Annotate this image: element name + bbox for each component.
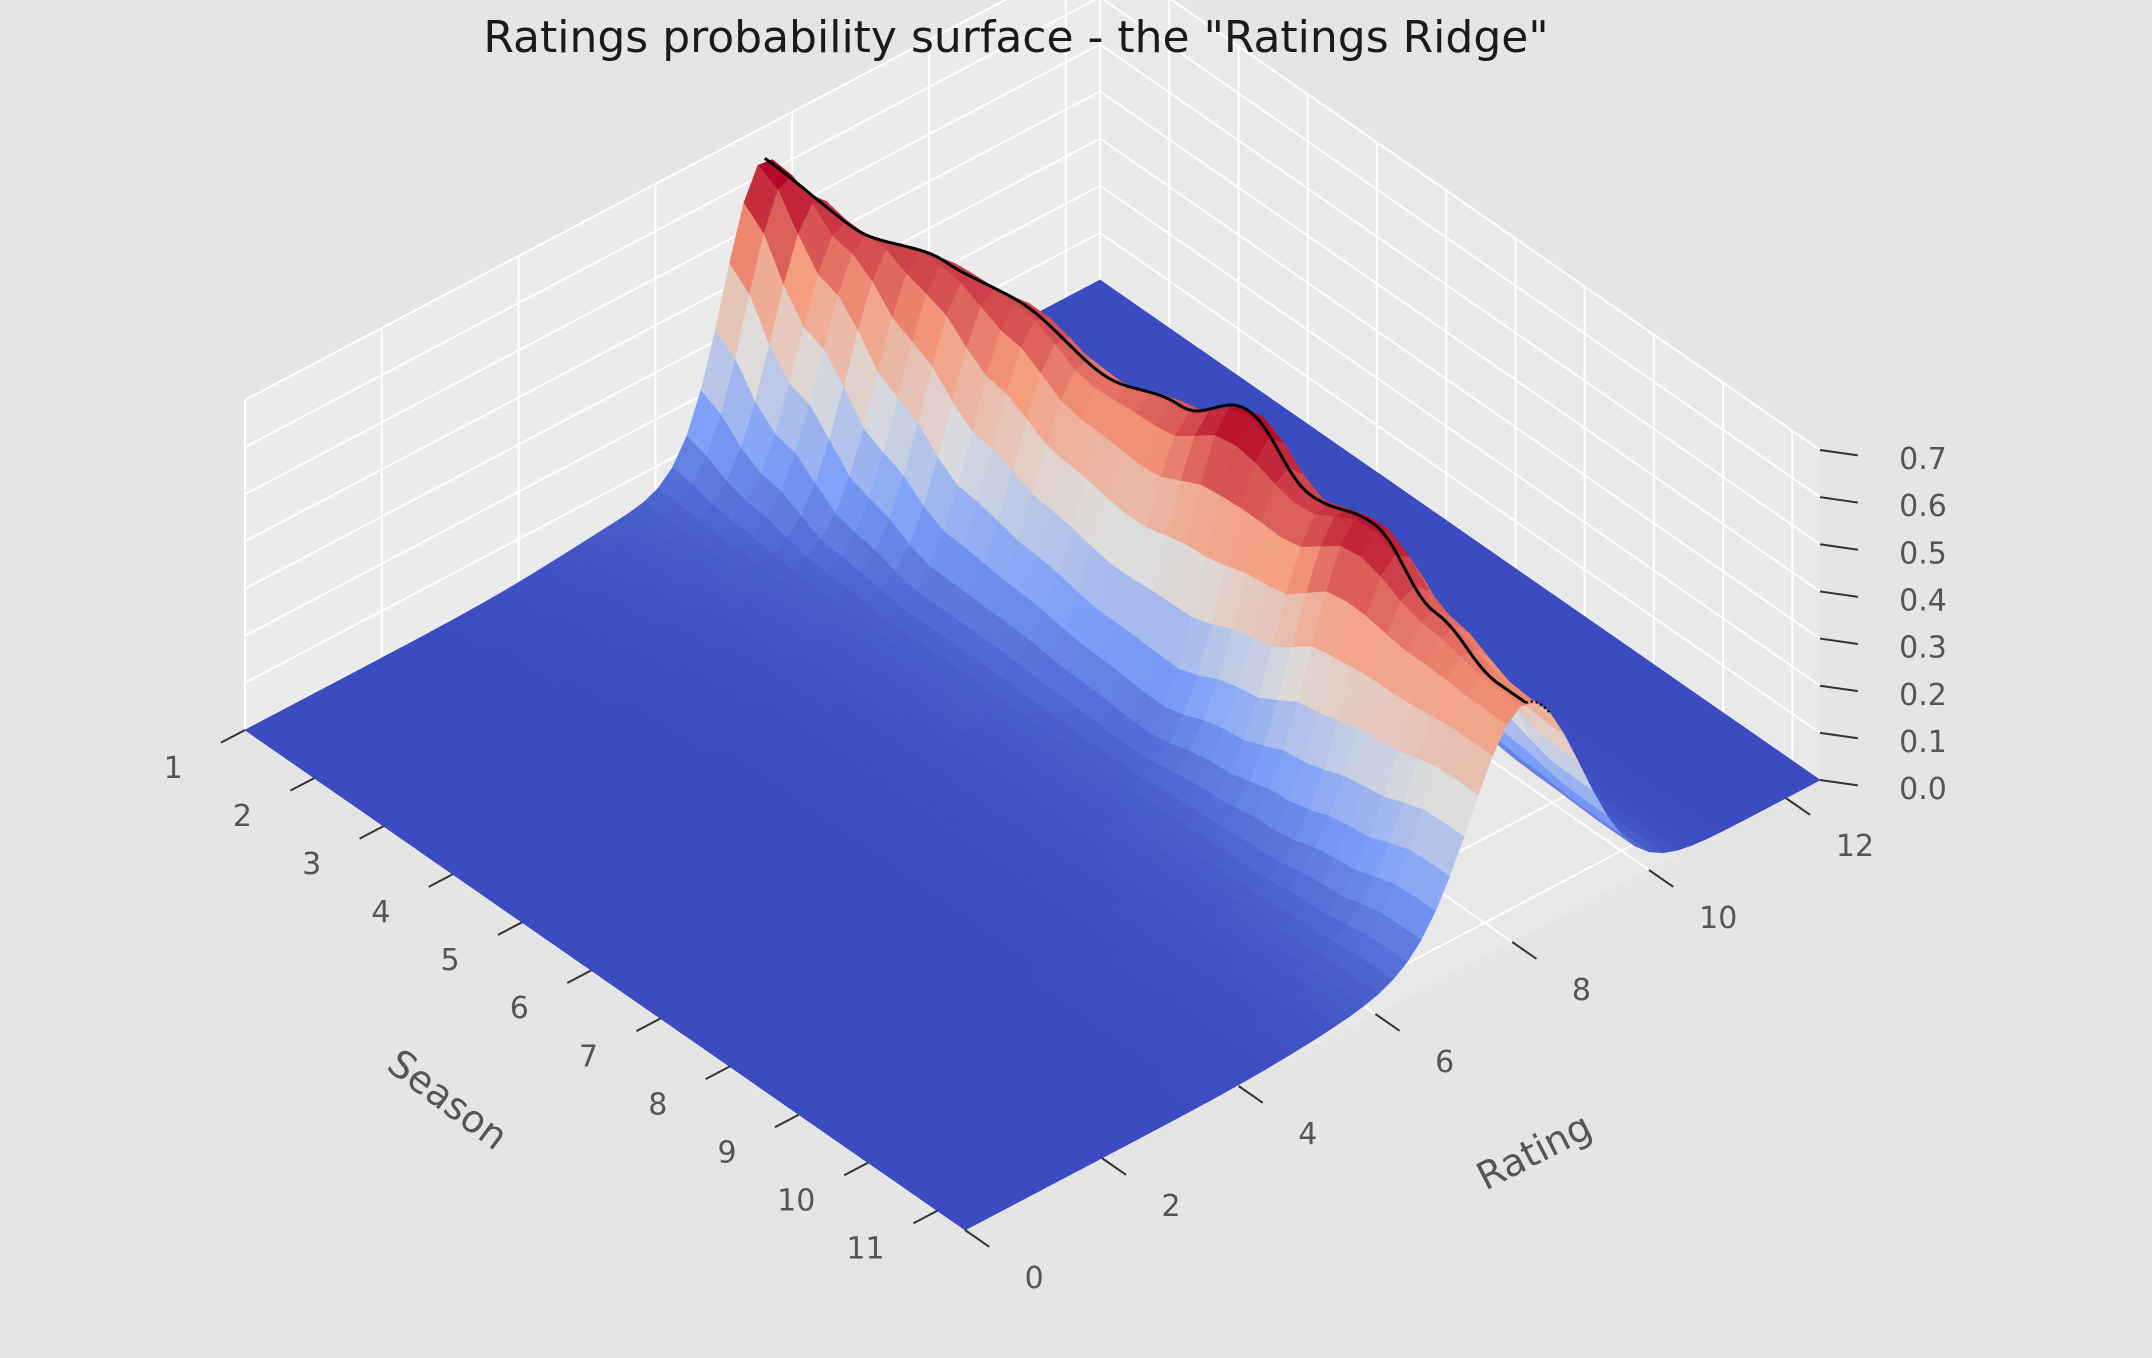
chart-title: Ratings probability surface - the "Ratin… xyxy=(483,12,1548,63)
season-tick-mark xyxy=(705,1065,731,1081)
side-wall-pane xyxy=(1100,0,1820,780)
probability-tick-mark xyxy=(1819,449,1859,457)
rating-tick-mark xyxy=(1238,1085,1264,1104)
probability-tick-mark xyxy=(1819,590,1859,598)
grid-line-probability xyxy=(244,0,1821,451)
season-tick-label: 6 xyxy=(510,991,529,1026)
rating-tick-label: 8 xyxy=(1572,973,1591,1008)
season-tick-mark xyxy=(220,729,246,744)
probability-tick-mark xyxy=(1819,684,1859,693)
season-tick-mark xyxy=(359,825,384,840)
rating-tick-mark xyxy=(1648,869,1674,888)
season-tick-label: 3 xyxy=(302,847,321,882)
season-tick-label: 7 xyxy=(579,1039,598,1074)
probability-tick-mark xyxy=(1819,637,1859,645)
surface-patch xyxy=(944,1208,981,1231)
grid-line-probability xyxy=(244,43,1821,546)
rating-tick-label: 10 xyxy=(1699,901,1737,936)
rating-tick-label: 6 xyxy=(1435,1045,1454,1080)
rating-tick-label: 4 xyxy=(1298,1117,1317,1152)
season-tick-mark xyxy=(635,1017,661,1032)
season-tick-label: 4 xyxy=(371,895,390,930)
season-tick-mark xyxy=(289,777,315,792)
rating-tick-mark xyxy=(1101,1157,1127,1176)
probability-tick-label: 0.5 xyxy=(1899,536,1947,571)
rating-tick-label: 2 xyxy=(1161,1189,1180,1224)
probability-tick-mark xyxy=(1819,731,1859,740)
back-wall-pane xyxy=(245,0,1100,730)
rating-tick-mark xyxy=(1785,797,1811,816)
peak-ridge-line xyxy=(763,157,1527,704)
probability-tick-label: 0.3 xyxy=(1899,631,1947,666)
y-axis-title: Rating xyxy=(1470,1104,1599,1199)
ridge-line xyxy=(763,157,1551,714)
grid-line-probability xyxy=(244,0,1821,498)
probability-surface xyxy=(244,159,1821,1231)
axis-ticks: 12345678910110246810120.00.10.20.30.40.5… xyxy=(164,442,1947,1296)
rating-tick-mark xyxy=(964,1229,990,1248)
season-tick-label: 9 xyxy=(717,1135,736,1170)
season-tick-mark xyxy=(497,921,523,936)
season-tick-label: 11 xyxy=(846,1232,884,1267)
season-tick-label: 8 xyxy=(648,1087,667,1122)
rating-tick-label: 0 xyxy=(1025,1261,1044,1296)
grid-line-probability xyxy=(244,90,1821,593)
season-tick-mark xyxy=(428,873,454,888)
season-tick-label: 2 xyxy=(233,799,252,834)
probability-tick-label: 0.2 xyxy=(1899,678,1947,713)
season-tick-mark xyxy=(843,1161,869,1177)
rating-tick-label: 12 xyxy=(1836,829,1874,864)
rating-tick-mark xyxy=(1374,1013,1401,1032)
probability-tick-mark xyxy=(1819,496,1859,504)
probability-tick-mark xyxy=(1819,779,1859,787)
probability-tick-label: 0.7 xyxy=(1899,442,1947,477)
season-tick-label: 5 xyxy=(441,943,460,978)
season-tick-label: 1 xyxy=(164,751,183,786)
probability-tick-label: 0.6 xyxy=(1899,489,1947,524)
season-tick-mark xyxy=(566,969,592,984)
season-tick-label: 10 xyxy=(777,1183,815,1218)
rating-tick-mark xyxy=(1511,941,1538,960)
probability-tick-label: 0.1 xyxy=(1899,725,1947,760)
probability-tick-label: 0.4 xyxy=(1899,583,1947,618)
probability-tick-label: 0.0 xyxy=(1899,772,1947,807)
grid-line-probability xyxy=(244,184,1821,687)
x-axis-title: Season xyxy=(380,1041,517,1159)
grid-line-probability xyxy=(244,231,1821,734)
season-tick-mark xyxy=(912,1209,938,1225)
probability-tick-mark xyxy=(1819,543,1859,551)
grid-line-probability xyxy=(244,137,1821,640)
season-tick-mark xyxy=(774,1113,800,1129)
